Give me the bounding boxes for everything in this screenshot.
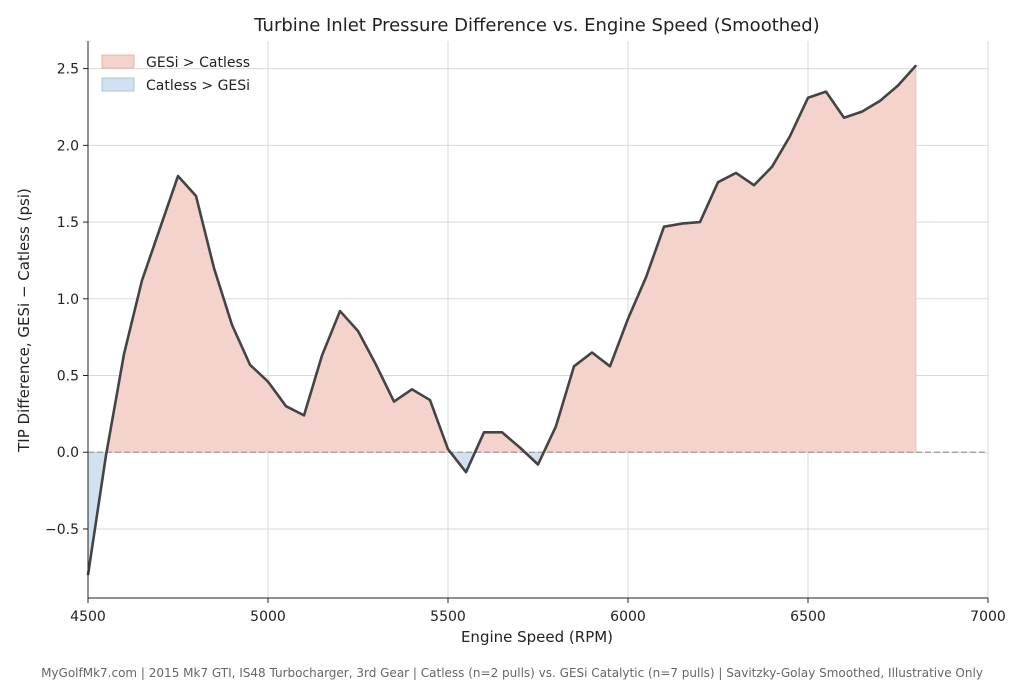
data-point-29	[609, 365, 611, 368]
data-point-41	[825, 90, 827, 93]
legend: GESi > Catless Catless > GESi	[101, 54, 250, 94]
footer-note: MyGolfMk7.com | 2015 Mk7 GTI, IS48 Turbo…	[41, 666, 983, 680]
data-point-1	[105, 454, 107, 457]
data-point-38	[771, 166, 773, 168]
data-point-23	[501, 431, 503, 434]
y-tick-label-1: 0.0	[57, 445, 79, 461]
data-point-19	[429, 399, 431, 401]
data-point-8	[231, 324, 233, 326]
x-axis-label: Engine Speed (RPM)	[461, 628, 613, 646]
data-point-28	[591, 351, 593, 354]
data-point-14	[339, 310, 341, 312]
line-layer	[86, 64, 917, 576]
data-point-31	[645, 276, 647, 279]
axes-layer	[87, 41, 988, 599]
data-point-35	[717, 181, 719, 183]
legend-swatch-catless	[101, 77, 135, 92]
y-tick-label-0: −0.5	[45, 522, 79, 538]
data-point-43	[861, 110, 863, 113]
x-tick-label-1: 5000	[250, 609, 286, 625]
y-tick-label-3: 1.0	[57, 292, 79, 308]
data-point-36	[735, 172, 737, 174]
data-point-16	[375, 363, 377, 366]
legend-swatch-gesi	[101, 54, 135, 69]
data-point-40	[807, 96, 809, 99]
x-tick-label-4: 6500	[790, 609, 826, 625]
data-point-15	[357, 330, 359, 332]
data-point-32	[663, 225, 665, 228]
data-point-10	[267, 380, 269, 383]
chart-title: Turbine Inlet Pressure Difference vs. En…	[253, 15, 819, 36]
data-point-27	[573, 365, 575, 368]
data-point-4	[159, 227, 161, 230]
data-point-6	[195, 195, 197, 197]
data-point-34	[699, 221, 701, 223]
legend-label-catless: Catless > GESi	[146, 78, 250, 94]
data-point-13	[321, 354, 323, 357]
ticks-layer: 4500 5000 5500 6000 6500 7000 −0.5 0.0 0.5 1.0 1.5…	[45, 62, 1006, 625]
legend-label-gesi: GESi > Catless	[146, 55, 250, 71]
y-tick-label-4: 1.5	[57, 215, 79, 231]
data-point-17	[393, 400, 395, 403]
data-point-2	[123, 353, 125, 355]
x-tick-label-3: 6000	[610, 609, 646, 625]
data-point-7	[213, 267, 215, 269]
data-point-44	[879, 100, 881, 102]
data-point-20	[447, 448, 449, 450]
data-point-12	[303, 414, 305, 417]
data-point-30	[627, 317, 629, 320]
data-point-22	[483, 431, 485, 434]
data-point-5	[177, 175, 179, 177]
y-tick-label-6: 2.5	[57, 62, 79, 78]
area-gesi-greater-5	[543, 64, 917, 453]
data-point-39	[789, 135, 791, 137]
y-tick-label-5: 2.0	[57, 138, 79, 154]
data-point-9	[249, 363, 251, 366]
data-point-45	[897, 84, 899, 87]
fill-layer	[87, 64, 917, 576]
y-axis-label: TIP Difference, GESi − Catless (psi)	[15, 188, 33, 453]
data-point-25	[537, 463, 539, 466]
y-tick-label-2: 0.5	[57, 369, 79, 385]
data-point-46	[915, 64, 917, 67]
data-point-18	[411, 388, 413, 391]
x-tick-label-5: 7000	[970, 609, 1006, 625]
data-point-37	[753, 184, 755, 187]
data-point-3	[141, 279, 143, 282]
data-point-21	[465, 471, 467, 473]
data-point-42	[843, 116, 845, 119]
data-point-11	[285, 405, 287, 407]
data-point-33	[681, 222, 683, 225]
data-point-24	[519, 446, 521, 449]
area-gesi-greater-1	[106, 175, 452, 453]
x-tick-label-0: 4500	[70, 609, 106, 625]
data-point-26	[555, 425, 557, 427]
x-tick-label-2: 5500	[430, 609, 466, 625]
